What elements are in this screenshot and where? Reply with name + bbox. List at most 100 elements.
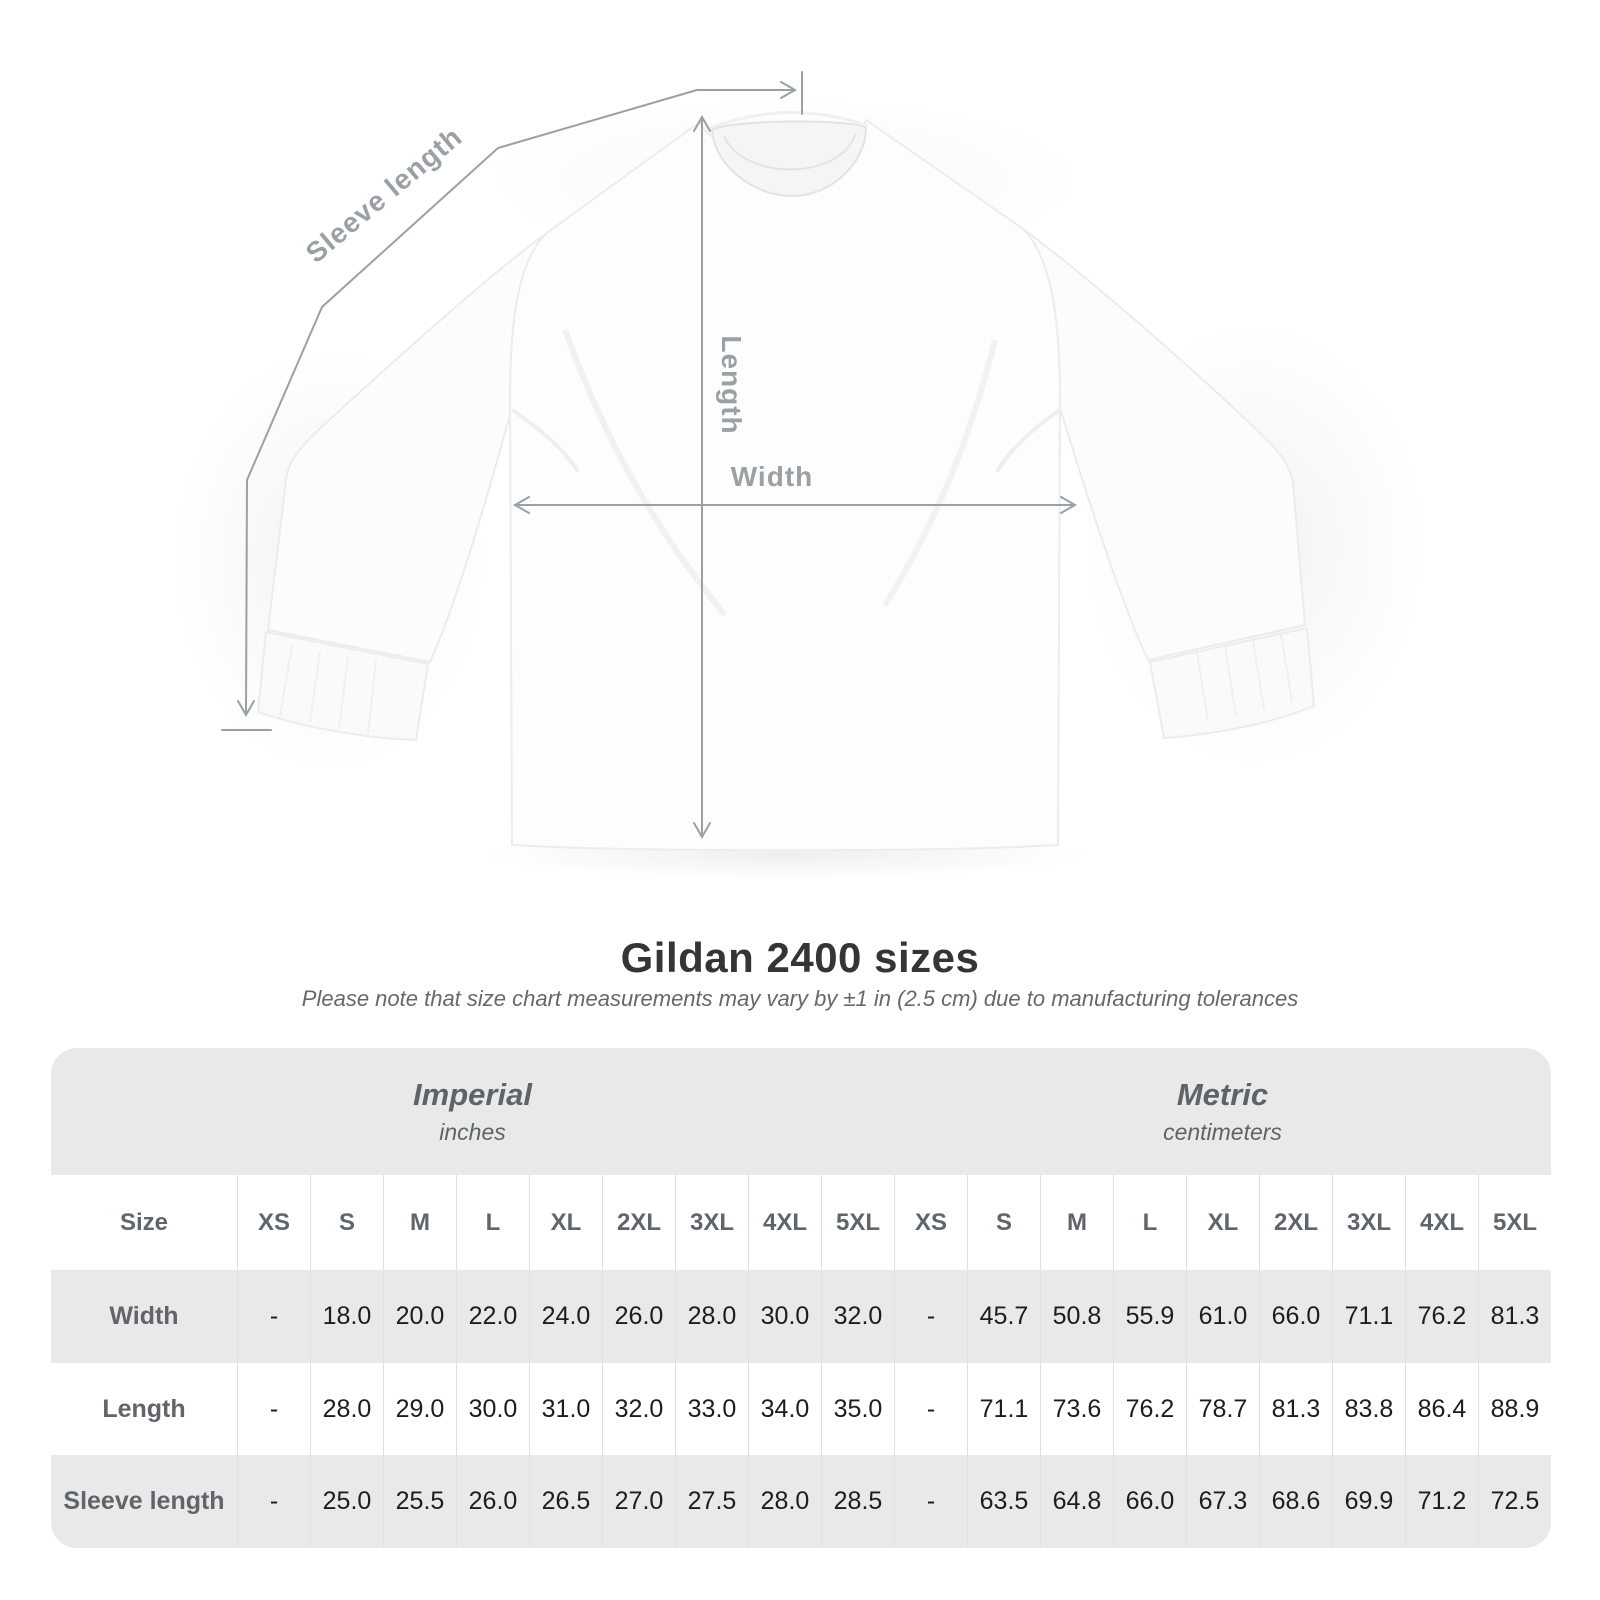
metric-size-header: 2XL (1259, 1175, 1332, 1270)
value-cell: - (237, 1363, 310, 1455)
value-cell: 83.8 (1332, 1363, 1405, 1455)
shirt-measurement-diagram: Sleeve length Length Width (160, 71, 1440, 881)
value-cell: 24.0 (529, 1270, 602, 1363)
imperial-size-header: 2XL (602, 1175, 675, 1270)
imperial-size-header: 3XL (675, 1175, 748, 1270)
value-cell: 28.0 (675, 1270, 748, 1363)
imperial-title: Imperial (413, 1077, 532, 1112)
shirt-right-cuff (1149, 627, 1315, 739)
value-cell: - (237, 1270, 310, 1363)
shirt-body (509, 119, 1061, 852)
value-cell: 26.0 (456, 1455, 529, 1548)
length-arrow (693, 114, 711, 840)
value-cell: 73.6 (1040, 1363, 1113, 1455)
length-label: Length (716, 335, 747, 434)
imperial-size-header: XL (529, 1175, 602, 1270)
value-cell: 66.0 (1113, 1455, 1186, 1548)
value-cell: 26.0 (602, 1270, 675, 1363)
value-cell: 28.0 (748, 1455, 821, 1548)
value-cell: 67.3 (1186, 1455, 1259, 1548)
value-cell: 28.5 (821, 1455, 894, 1548)
value-cell: 45.7 (967, 1270, 1040, 1363)
shirt-left-sleeve (267, 231, 549, 663)
value-cell: 25.0 (310, 1455, 383, 1548)
value-cell: - (894, 1455, 967, 1548)
value-cell: 68.6 (1259, 1455, 1332, 1548)
value-cell: 26.5 (529, 1455, 602, 1548)
tolerance-note: Please note that size chart measurements… (301, 986, 1299, 1011)
metric-size-header: 3XL (1332, 1175, 1405, 1270)
value-cell: 18.0 (310, 1270, 383, 1363)
value-cell: 34.0 (748, 1363, 821, 1455)
metric-size-header: XS (894, 1175, 967, 1270)
value-cell: 63.5 (967, 1455, 1040, 1548)
value-cell: 71.1 (1332, 1270, 1405, 1363)
sleeve-length-label: Sleeve length (300, 121, 468, 269)
metric-title: Metric (1176, 1077, 1269, 1112)
size-table: Imperial inches Metric centimeters Size … (51, 1048, 1551, 1548)
value-cell: 66.0 (1259, 1270, 1332, 1363)
metric-size-header: 5XL (1478, 1175, 1551, 1270)
value-cell: 86.4 (1405, 1363, 1478, 1455)
shirt-collar (711, 120, 867, 197)
imperial-size-header: S (310, 1175, 383, 1270)
width-label: Width (731, 461, 814, 492)
value-cell: 81.3 (1478, 1270, 1551, 1363)
imperial-size-header: L (456, 1175, 529, 1270)
page-title: Gildan 2400 sizes (620, 934, 980, 981)
metric-size-header: M (1040, 1175, 1113, 1270)
row-label: Width (109, 1302, 179, 1330)
value-cell: 81.3 (1259, 1363, 1332, 1455)
value-cell: 61.0 (1186, 1270, 1259, 1363)
size-header-row: Size XS S M L XL 2XL 3XL 4XL 5XL XS S M … (51, 1175, 1551, 1270)
metric-header: Metric centimeters (894, 1048, 1551, 1175)
value-cell: 69.9 (1332, 1455, 1405, 1548)
shirt-illustration (257, 111, 1315, 852)
width-arrow (512, 496, 1078, 514)
value-cell: 31.0 (529, 1363, 602, 1455)
shirt-right-sleeve (1021, 227, 1306, 661)
value-cell: 76.2 (1405, 1270, 1478, 1363)
value-cell: 64.8 (1040, 1455, 1113, 1548)
value-cell: 22.0 (456, 1270, 529, 1363)
metric-size-header: 4XL (1405, 1175, 1478, 1270)
value-cell: - (894, 1363, 967, 1455)
imperial-size-header: XS (237, 1175, 310, 1270)
unit-header-band: Imperial inches Metric centimeters (51, 1048, 1551, 1175)
imperial-unit: inches (439, 1119, 506, 1145)
value-cell: 33.0 (675, 1363, 748, 1455)
row-label: Length (102, 1394, 186, 1423)
value-cell: - (894, 1270, 967, 1363)
value-cell: 76.2 (1113, 1363, 1186, 1455)
value-cell: 55.9 (1113, 1270, 1186, 1363)
length-row: Length - 28.0 29.0 30.0 31.0 32.0 33.0 3… (51, 1363, 1551, 1455)
metric-unit: centimeters (1163, 1119, 1282, 1145)
sleeve-length-row: Sleeve length - 25.0 25.5 26.0 26.5 27.0… (51, 1455, 1551, 1548)
imperial-size-header: 4XL (748, 1175, 821, 1270)
value-cell: - (237, 1455, 310, 1548)
width-row: Width - 18.0 20.0 22.0 24.0 26.0 28.0 30… (51, 1270, 1551, 1363)
row-label: Sleeve length (63, 1487, 225, 1515)
value-cell: 50.8 (1040, 1270, 1113, 1363)
value-cell: 88.9 (1478, 1363, 1551, 1455)
value-cell: 71.2 (1405, 1455, 1478, 1548)
metric-size-header: XL (1186, 1175, 1259, 1270)
value-cell: 71.1 (967, 1363, 1040, 1455)
value-cell: 29.0 (383, 1363, 456, 1455)
value-cell: 27.5 (675, 1455, 748, 1548)
value-cell: 30.0 (456, 1363, 529, 1455)
value-cell: 30.0 (748, 1270, 821, 1363)
metric-size-header: S (967, 1175, 1040, 1270)
shirt-left-cuff (257, 631, 429, 741)
value-cell: 25.5 (383, 1455, 456, 1548)
value-cell: 20.0 (383, 1270, 456, 1363)
value-cell: 32.0 (602, 1363, 675, 1455)
value-cell: 35.0 (821, 1363, 894, 1455)
value-cell: 78.7 (1186, 1363, 1259, 1455)
sleeve-length-arrow (221, 71, 803, 731)
value-cell: 72.5 (1478, 1455, 1551, 1548)
value-cell: 28.0 (310, 1363, 383, 1455)
imperial-size-header: M (383, 1175, 456, 1270)
value-cell: 27.0 (602, 1455, 675, 1548)
